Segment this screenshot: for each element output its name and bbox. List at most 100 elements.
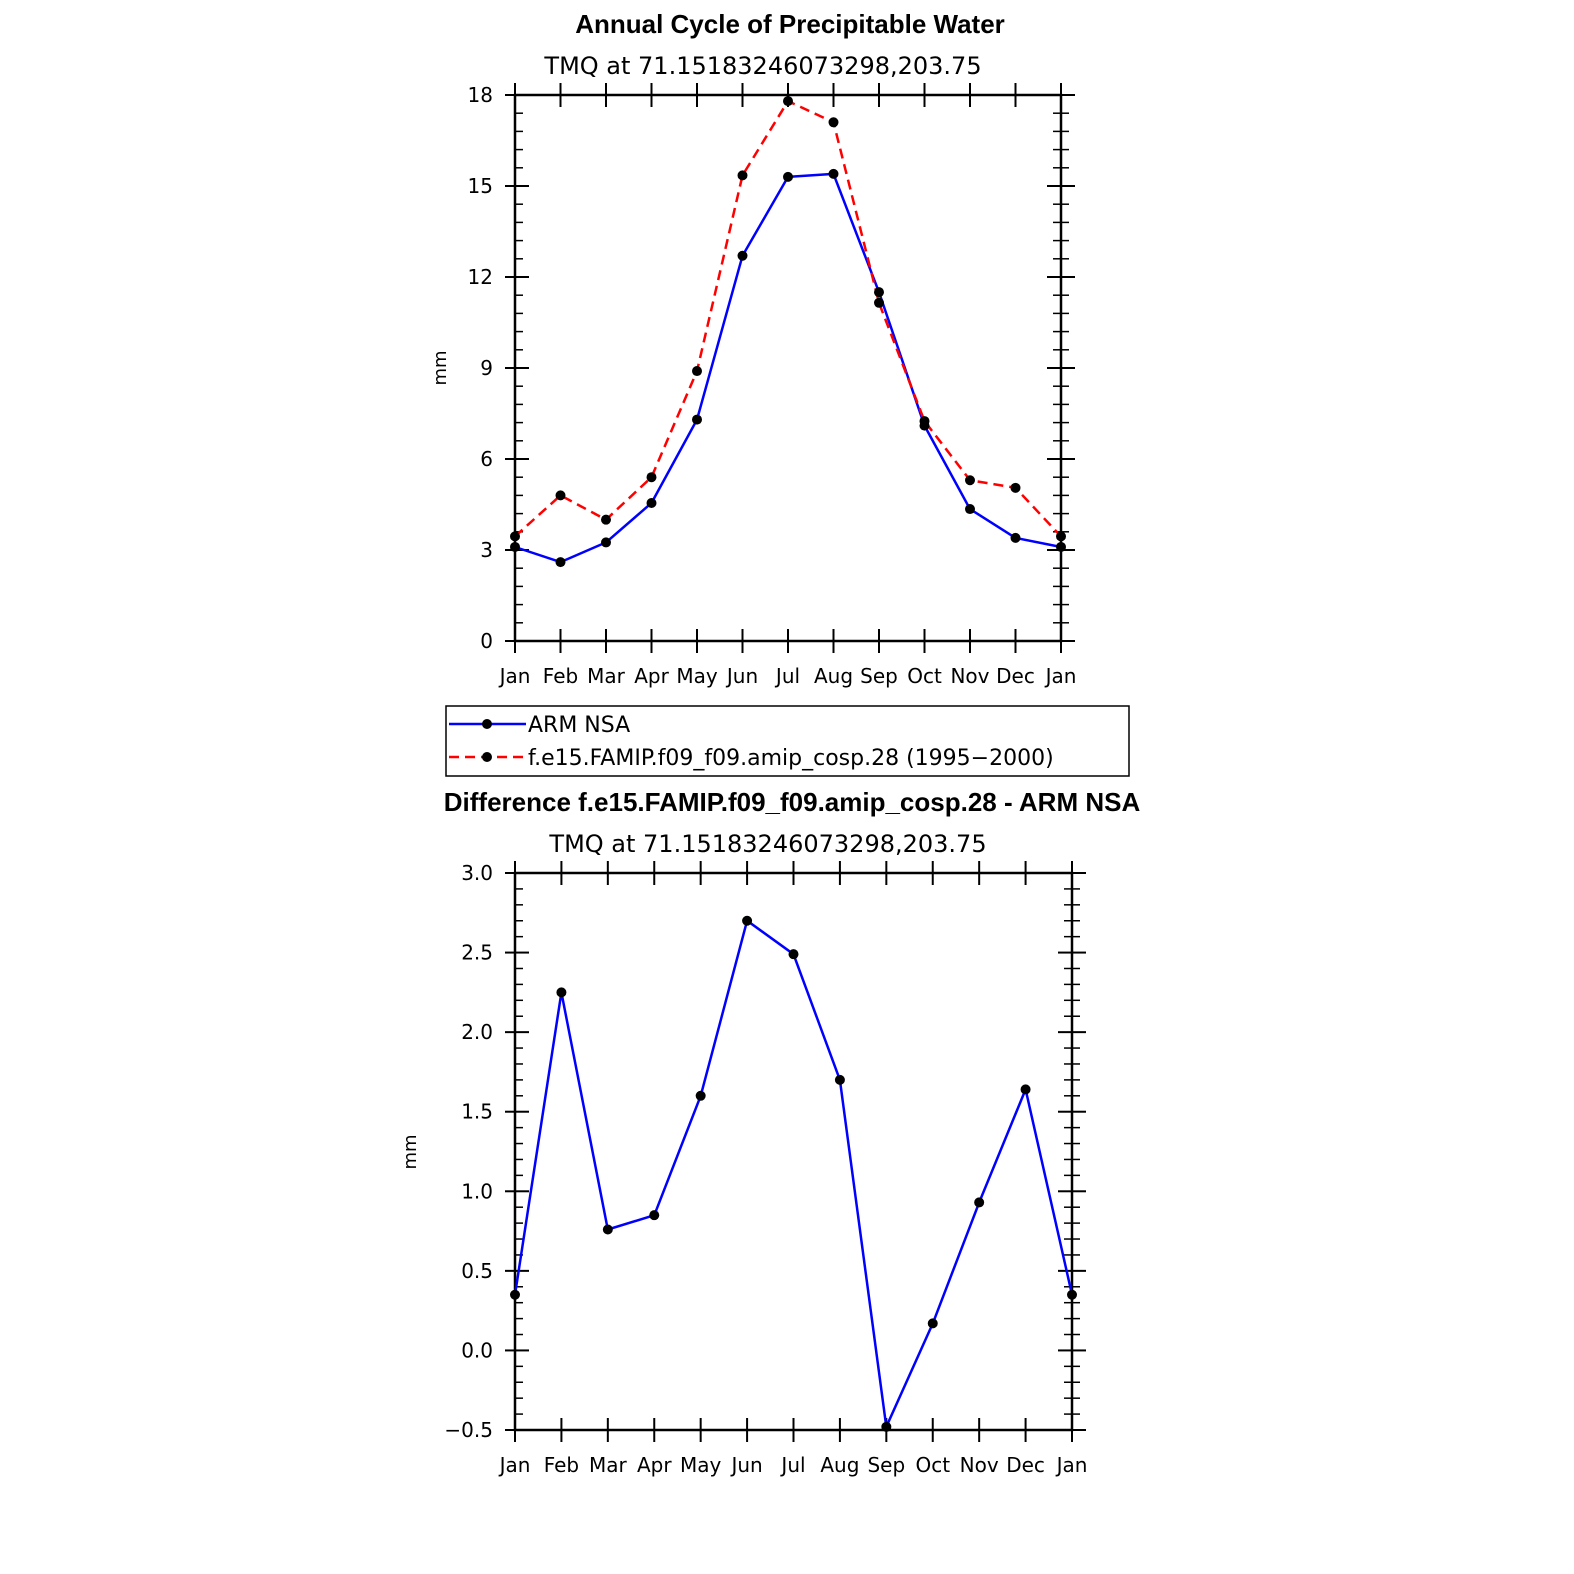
x-tick-label: Apr [634, 664, 669, 688]
x-tick-label: Apr [637, 1453, 672, 1477]
data-point-1 [601, 514, 611, 525]
data-point-0 [1020, 1084, 1031, 1095]
series-layer [510, 96, 1066, 568]
chart-subtitle: TMQ at 71.15183246073298,203.75 [543, 52, 981, 80]
data-point-1 [783, 96, 793, 107]
x-tick-label: Feb [543, 664, 578, 688]
data-point-0 [881, 1421, 892, 1432]
data-point-0 [974, 1197, 985, 1208]
data-point-1 [555, 490, 566, 501]
x-tick-label: Jul [779, 1453, 805, 1477]
y-tick-label: −0.5 [444, 1418, 493, 1442]
legend: ARM NSA f.e15.FAMIP.f09_f09.amip_cosp.28… [445, 705, 1130, 777]
y-tick-label: 0.0 [461, 1338, 493, 1362]
y-tick-label: 0.5 [461, 1259, 493, 1283]
y-tick-label: 6 [480, 447, 493, 471]
y-tick-label: 15 [468, 174, 493, 198]
data-point-0 [874, 287, 884, 298]
series-layer [510, 915, 1077, 1432]
data-point-1 [692, 366, 702, 377]
data-point-0 [695, 1090, 706, 1101]
data-point-0 [1067, 1289, 1077, 1300]
data-point-1 [874, 297, 884, 308]
data-point-0 [834, 1074, 845, 1085]
x-tick-label: Feb [544, 1453, 579, 1477]
x-tick-label: Jun [729, 1453, 762, 1477]
data-point-1 [1056, 531, 1066, 542]
y-tick-label: 3 [480, 538, 493, 562]
data-point-0 [1010, 532, 1021, 543]
data-point-0 [555, 557, 566, 568]
x-tick-label: Oct [915, 1453, 950, 1477]
x-tick-label: Jun [725, 664, 758, 688]
data-point-0 [828, 168, 839, 179]
data-point-1 [1010, 482, 1021, 493]
y-tick-label: 2.5 [461, 941, 493, 965]
data-point-0 [965, 504, 975, 515]
y-tick-label: 1.5 [461, 1100, 493, 1124]
difference-chart: Difference f.e15.FAMIP.f09_f09.amip_cosp… [400, 787, 1140, 1477]
data-point-0 [1056, 541, 1066, 552]
data-point-1 [510, 531, 520, 542]
legend-label-model: f.e15.FAMIP.f09_f09.amip_cosp.28 (1995−2… [528, 746, 1054, 771]
series-line-0 [514, 172, 1062, 564]
data-point-0 [788, 949, 799, 960]
legend-label-arm-nsa: ARM NSA [528, 713, 630, 738]
x-tick-label: May [676, 664, 718, 688]
y-tick-label: 9 [480, 356, 493, 380]
data-point-0 [556, 987, 567, 998]
legend-marker-model [482, 752, 492, 762]
legend-box [445, 705, 1130, 777]
y-tick-label: 12 [468, 265, 493, 289]
plot-area: −0.5 0.0 0.5 1.0 1.5 2.0 2.5 3.0 Jan Feb Mar Apr May… [444, 861, 1087, 1477]
x-tick-label: Jan [1044, 664, 1077, 688]
data-point-0 [646, 497, 657, 508]
data-point-0 [692, 414, 702, 425]
data-point-0 [510, 1289, 520, 1300]
data-point-0 [742, 915, 753, 926]
x-tick-label: Jan [1055, 1453, 1088, 1477]
plot-area: 0 3 6 9 12 15 18 Jan Feb Mar Apr May Jun Jul Aug Sep Oct… [468, 83, 1077, 688]
chart-title: Difference f.e15.FAMIP.f09_f09.amip_cosp… [444, 787, 1141, 817]
x-tick-label: Mar [587, 664, 626, 688]
chart-subtitle: TMQ at 71.15183246073298,203.75 [548, 830, 986, 858]
x-tick-label: Nov [960, 1453, 999, 1477]
y-axis-label: mm [430, 350, 451, 385]
x-tick-label: Aug [820, 1453, 859, 1477]
data-point-0 [649, 1210, 660, 1221]
x-tick-label: Aug [814, 664, 853, 688]
x-tick-label: Dec [1006, 1453, 1045, 1477]
data-point-0 [510, 541, 520, 552]
series-line-0 [513, 919, 1074, 1429]
data-point-1 [828, 117, 839, 128]
y-tick-label: 1.0 [461, 1179, 493, 1203]
annual-cycle-chart: Annual Cycle of Precipitable Water TMQ a… [430, 9, 1076, 688]
data-point-1 [965, 475, 975, 486]
x-tick-label: Sep [860, 664, 898, 688]
y-axis-label: mm [400, 1134, 421, 1169]
series-line-1 [514, 99, 1062, 538]
data-point-1 [646, 472, 657, 483]
x-tick-label: Jan [498, 1453, 531, 1477]
data-point-1 [919, 416, 930, 427]
data-point-0 [927, 1318, 938, 1329]
y-tick-label: 3.0 [461, 861, 493, 885]
x-tick-label: Sep [867, 1453, 905, 1477]
data-point-0 [602, 1224, 613, 1235]
x-tick-label: Oct [907, 664, 942, 688]
x-tick-label: May [680, 1453, 722, 1477]
data-point-0 [783, 171, 793, 182]
x-tick-label: Dec [996, 664, 1035, 688]
data-point-0 [601, 537, 611, 548]
x-tick-label: Nov [950, 664, 989, 688]
y-tick-label: 0 [480, 629, 493, 653]
x-tick-label: Jan [498, 664, 531, 688]
y-tick-label: 2.0 [461, 1020, 493, 1044]
y-tick-label: 18 [468, 83, 493, 107]
data-point-1 [737, 170, 748, 181]
chart-title: Annual Cycle of Precipitable Water [575, 9, 1005, 39]
legend-marker-arm-nsa [482, 719, 492, 729]
x-tick-label: Mar [589, 1453, 628, 1477]
x-tick-label: Jul [774, 664, 800, 688]
